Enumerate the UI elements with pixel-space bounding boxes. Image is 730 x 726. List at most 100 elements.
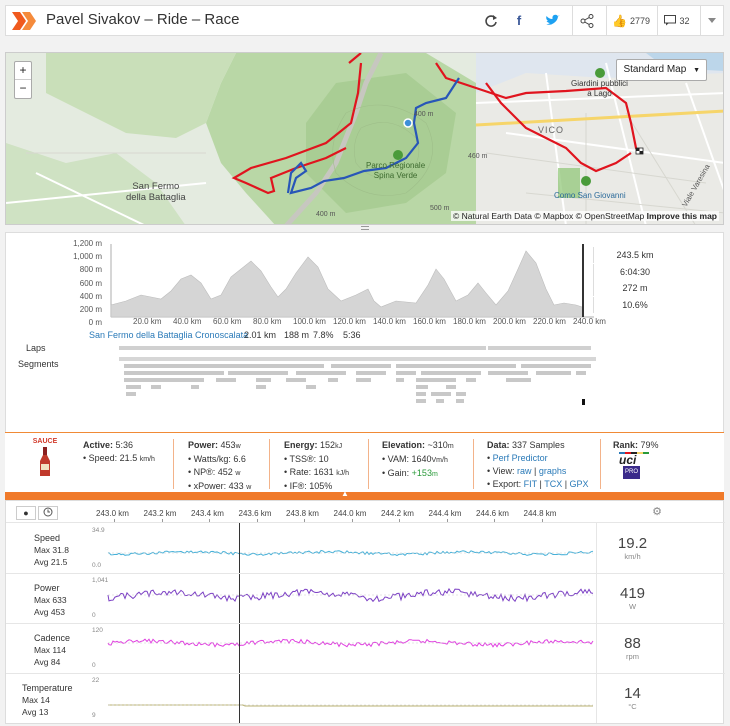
chevron-down-icon[interactable] — [702, 6, 722, 35]
map-label-parco: Parco Regionale Spina Verde — [366, 161, 426, 180]
power-unit: w — [235, 443, 241, 450]
elevation-value: ~310 — [427, 440, 448, 450]
series-unit: °C — [628, 702, 637, 711]
series-y-top: 120 — [92, 627, 103, 634]
map-canvas — [6, 53, 723, 224]
series-current-speed: 19.2 km/h — [599, 535, 666, 561]
map-label-elev-3: 400 m — [316, 211, 336, 218]
zoom-out-button[interactable]: − — [19, 81, 27, 95]
speed-line: • Speed: 21.5 — [83, 453, 138, 463]
series-unit: km/h — [624, 552, 641, 561]
x-tick-mark — [256, 519, 258, 522]
elevation-y-tick: 1,000 m — [73, 252, 102, 262]
series-current-value: 88 — [624, 635, 641, 652]
zoom-in-button[interactable]: + — [15, 62, 31, 80]
perf-predictor-link[interactable]: Perf Predictor — [492, 453, 548, 463]
series-current-power: 419 W — [599, 585, 666, 611]
map-label-san-fermo: San Fermo della Battaglia — [126, 181, 186, 203]
x-tick-mark — [446, 519, 448, 522]
lap-marker[interactable] — [486, 346, 488, 350]
elevation-label: Elevation: — [382, 440, 426, 450]
time-series-x-tick: 243.8 km — [286, 509, 319, 518]
series-y-top: 34.9 — [92, 527, 105, 534]
np-unit: w — [235, 470, 241, 477]
uci-pro-badge: PRO — [623, 466, 641, 479]
elevation-x-tick: 60.0 km — [213, 317, 242, 326]
elevation-y-tick: 1,200 m — [73, 239, 102, 248]
view-graphs-link[interactable]: graphs — [538, 466, 567, 476]
share-icon[interactable] — [576, 6, 598, 35]
segment-distance: 2.01 km — [244, 330, 277, 340]
comment-icon — [664, 15, 677, 26]
pin-icon[interactable]: ● — [16, 506, 36, 520]
active-value: 5:36 — [115, 440, 134, 450]
series-label-power: Power Max 633 Avg 453 — [6, 582, 86, 618]
power-column: Power: 453w • Watts/kg: 6.6 • NP®: 452 w… — [188, 439, 251, 494]
data-label: Data: — [487, 440, 510, 450]
x-tick-mark — [494, 519, 495, 522]
sauce-info-panel: SAUCE Active: 5:36 • Speed: 21.5 km/h Po… — [5, 432, 724, 492]
clock-icon[interactable] — [38, 506, 58, 520]
collapse-bar[interactable]: ▲ — [5, 489, 724, 500]
series-current-value: 14 — [624, 685, 641, 702]
series-label-cadence: Cadence Max 114 Avg 84 — [6, 632, 86, 668]
segments-track[interactable] — [116, 355, 596, 425]
series-max: Max 633 — [34, 595, 67, 605]
x-tick-mark — [209, 519, 210, 522]
refresh-icon[interactable] — [480, 6, 502, 35]
facebook-icon[interactable]: f — [516, 13, 522, 28]
power-label: Power: — [188, 440, 219, 450]
x-tick-mark — [304, 519, 305, 522]
laps-label: Laps — [26, 343, 46, 353]
rate-line: • Rate: 1631 — [284, 467, 334, 477]
series-y-bottom: 0 — [92, 612, 96, 619]
elevation-profile-chart[interactable] — [106, 239, 606, 329]
comments-button[interactable]: 32 — [661, 6, 693, 35]
np-line: • NP®: 452 — [188, 467, 233, 477]
rank-label: Rank: — [613, 440, 639, 450]
export-gpx-link[interactable]: GPX — [569, 479, 589, 489]
map-type-dropdown[interactable]: Standard Map ▼ — [616, 59, 707, 81]
elevation-x-tick: 200.0 km — [493, 317, 526, 326]
comments-count: 32 — [679, 15, 690, 26]
kudos-button[interactable]: 👍 2779 — [610, 6, 652, 35]
elevation-column: Elevation: ~310m • VAM: 1640Vm/h • Gain:… — [382, 439, 454, 481]
x-tick-mark — [161, 519, 163, 522]
series-name: Power — [34, 583, 60, 593]
elevation-y-tick: 0 m — [88, 318, 102, 328]
series-label-temperature: Temperature Max 14 Avg 13 — [6, 682, 86, 718]
time-series-x-tick: 244.0 km — [333, 509, 367, 518]
gain-label: • Gain: — [382, 468, 412, 478]
series-divider — [6, 573, 725, 574]
time-series-x-tick: 244.4 km — [428, 509, 462, 518]
series-divider — [6, 673, 725, 674]
twitter-icon[interactable] — [541, 6, 563, 35]
time-series-panel: ● ⚙ 243.0 km 243.2 km 243.4 km 243.6 km 243.… — [5, 500, 725, 724]
stat-elevation: 272 m — [593, 280, 676, 296]
rate-unit: kJ/h — [336, 470, 350, 477]
export-fit-link[interactable]: FIT — [523, 479, 538, 489]
map-attribution: © Natural Earth Data © Mapbox © OpenStre… — [451, 211, 719, 221]
energy-label: Energy: — [284, 440, 318, 450]
settings-gear-icon[interactable]: ⚙ — [652, 506, 662, 518]
series-y-bottom: 0 — [92, 662, 96, 669]
segment-name-link[interactable]: San Fermo della Battaglia Cronoscalata — [89, 330, 249, 340]
stat-grade: 10.6% — [593, 297, 676, 313]
improve-map-link[interactable]: Improve this map — [646, 211, 717, 221]
view-raw-link[interactable]: raw — [517, 466, 532, 476]
time-series-chart[interactable] — [88, 523, 598, 723]
xpower-line: • xPower: 433 — [188, 481, 244, 491]
time-series-x-tick: 243.4 km — [191, 509, 224, 518]
laps-track[interactable] — [119, 346, 591, 350]
sauce-badge: SAUCE — [30, 438, 60, 482]
uci-logo-text: uci — [619, 453, 637, 467]
x-tick-mark — [399, 519, 400, 522]
elevation-x-tick: 140.0 km — [373, 317, 406, 326]
route-map[interactable]: + − Standard Map ▼ San Fermo della Batta… — [5, 52, 724, 225]
series-y-bottom: 0.0 — [92, 562, 102, 569]
map-resize-handle[interactable] — [361, 226, 369, 230]
elevation-x-tick: 120.0 km — [333, 317, 366, 326]
series-value-box — [596, 623, 597, 673]
export-tcx-link[interactable]: TCX — [544, 479, 563, 489]
elevation-y-tick: 200 m — [79, 305, 102, 314]
